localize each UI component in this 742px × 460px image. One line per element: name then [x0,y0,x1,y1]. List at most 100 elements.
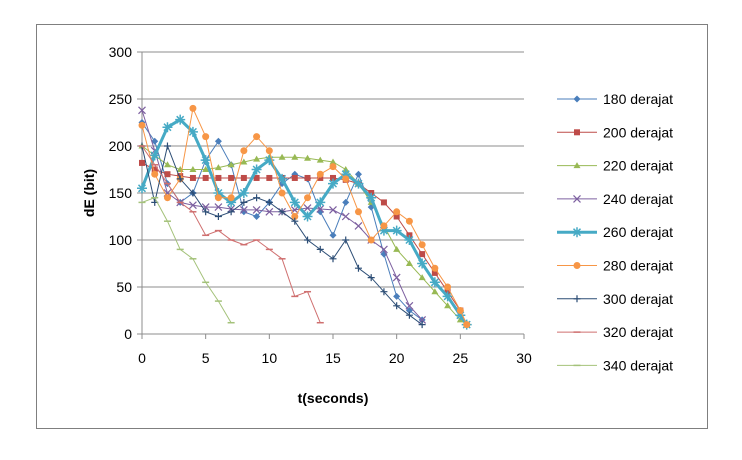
data-point-240-derajat [303,204,312,212]
data-point-260-derajat [137,183,147,194]
data-point-280-derajat [304,194,312,202]
data-point-300-derajat [202,208,210,216]
data-point-240-derajat [392,273,401,282]
y-tick-label: 0 [124,326,132,342]
series-line-260-derajat [140,117,468,326]
data-point-280-derajat [253,133,261,141]
legend-label-200-derajat: 200 derajat [603,124,673,140]
y-tick-label: 100 [109,232,133,248]
data-point-300-derajat [418,321,426,329]
data-point-200-derajat [228,174,235,181]
data-point-260-derajat [264,155,275,166]
data-point-280-derajat [431,264,439,272]
series-line-200-derajat [141,162,468,325]
data-point-300-derajat [405,311,413,319]
legend-marker-220-derajat [573,162,581,169]
data-point-200-derajat [380,199,387,206]
data-point-260-derajat [429,277,440,288]
data-point-240-derajat [341,212,350,221]
x-tick-label: 10 [262,350,278,366]
data-point-260-derajat [378,225,389,236]
series-line-300-derajat [141,144,423,326]
data-point-280-derajat [214,194,222,202]
data-point-280-derajat [189,104,197,112]
data-point-220-derajat [291,153,299,160]
data-point-280-derajat [163,194,171,202]
data-point-260-derajat [277,173,288,184]
data-point-180-derajat [214,137,222,145]
data-point-200-derajat [431,269,438,276]
data-point-260-derajat [200,155,211,166]
x-tick-label: 15 [325,350,341,366]
data-point-300-derajat [291,217,299,225]
data-point-220-derajat [393,245,401,252]
data-point-300-derajat [189,189,197,197]
data-point-260-derajat [226,197,237,208]
data-point-280-derajat [456,307,464,314]
data-point-180-derajat [405,307,413,314]
data-point-280-derajat [463,321,471,329]
legend-label-180-derajat: 180 derajat [603,91,673,107]
data-point-260-derajat [455,310,466,321]
y-tick-label: 50 [116,279,132,295]
data-point-280-derajat [380,222,388,230]
data-point-260-derajat [302,211,313,222]
data-point-280-derajat [316,170,324,178]
data-point-200-derajat [164,171,171,178]
data-point-260-derajat [353,178,364,189]
data-point-220-derajat [444,302,452,309]
data-point-220-derajat [214,164,222,171]
data-point-280-derajat [354,208,362,216]
data-point-260-derajat [340,169,351,180]
data-point-220-derajat [316,156,324,163]
data-point-240-derajat [418,315,427,324]
data-point-220-derajat [278,153,286,160]
line-chart: 0 50 100 150 200 250 300 0 5 10 15 20 25 30 t(seconds)… [81,44,673,406]
data-point-300-derajat [227,208,235,216]
data-point-300-derajat [278,208,286,216]
data-point-200-derajat [393,213,400,220]
data-point-200-derajat [215,174,222,181]
data-point-280-derajat [444,283,452,291]
data-point-260-derajat [404,235,415,245]
data-point-220-derajat [227,161,235,168]
data-point-280-derajat [278,189,286,197]
data-point-260-derajat [289,197,300,208]
data-point-200-derajat [419,251,426,258]
data-point-240-derajat [354,221,363,230]
legend-marker-180-derajat [573,95,581,103]
data-point-220-derajat [329,158,337,165]
data-point-280-derajat [265,147,273,155]
legend-marker-200-derajat [574,129,580,136]
data-point-300-derajat [316,245,324,253]
data-point-220-derajat [189,166,197,172]
data-point-260-derajat [187,126,198,137]
data-point-220-derajat [202,166,210,172]
data-point-240-derajat [380,245,388,254]
data-point-300-derajat [214,213,222,220]
y-tick-label: 250 [109,91,133,107]
data-point-200-derajat [240,174,247,181]
data-point-280-derajat [393,208,401,216]
data-point-280-derajat [227,194,235,202]
data-point-200-derajat [151,166,158,173]
data-point-300-derajat [342,236,350,244]
chart-frame: 0 50 100 150 200 250 300 0 5 10 15 20 25 30 t(seconds)… [36,24,708,429]
data-point-220-derajat [342,166,350,172]
legend-marker-260-derajat [572,227,582,238]
x-tick-label: 5 [202,350,210,366]
data-point-260-derajat [442,291,453,302]
data-point-220-derajat [431,288,439,295]
x-tick-label: 25 [453,350,469,366]
data-point-300-derajat [393,302,401,310]
data-point-240-derajat [214,203,223,212]
data-point-240-derajat [265,207,274,216]
data-point-260-derajat [391,225,402,236]
data-point-260-derajat [328,178,338,189]
legend-label-240-derajat: 240 derajat [603,191,673,207]
y-tick-label: 300 [109,44,133,60]
data-point-300-derajat [304,236,312,244]
x-axis-title: t(seconds) [298,390,369,406]
data-point-240-derajat [239,205,248,214]
data-point-300-derajat [163,142,171,150]
